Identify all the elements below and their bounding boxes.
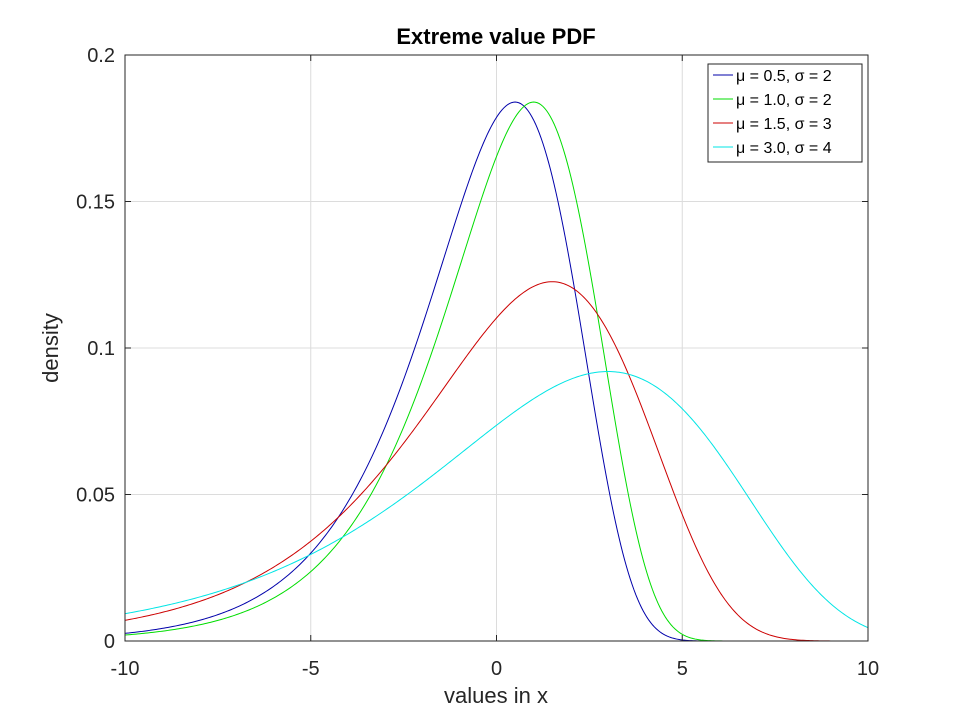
- x-tick-label: 0: [491, 658, 502, 680]
- y-tick-label: 0.1: [87, 338, 115, 360]
- y-tick-label: 0.15: [76, 192, 115, 214]
- x-tick-label: -10: [111, 658, 140, 680]
- series-4: [124, 371, 869, 629]
- x-tick-label: -5: [302, 658, 320, 680]
- x-axis-title: values in x: [444, 683, 548, 708]
- y-tick-label: 0.2: [87, 45, 115, 67]
- y-tick-label: 0: [104, 631, 115, 653]
- y-tick-label: 0.05: [76, 485, 115, 507]
- legend-entry: μ = 1.0, σ = 2: [736, 92, 832, 109]
- y-axis-title: density: [38, 313, 63, 383]
- legend-entry: μ = 0.5, σ = 2: [736, 68, 832, 85]
- series-line: [124, 371, 869, 629]
- chart-title: Extreme value PDF: [396, 24, 595, 49]
- legend-entry: μ = 3.0, σ = 4: [736, 140, 832, 157]
- legend: μ = 0.5, σ = 2 μ = 1.0, σ = 2 μ = 1.5, σ =…: [707, 63, 863, 163]
- x-tick-label: 5: [677, 658, 688, 680]
- x-tick-label: 10: [857, 658, 879, 680]
- legend-box: [707, 63, 863, 163]
- ticks: -10 -5 0 5 10 0 0.05 0.1 0.15 0.2: [76, 45, 879, 680]
- legend-entry: μ = 1.5, σ = 3: [736, 116, 832, 133]
